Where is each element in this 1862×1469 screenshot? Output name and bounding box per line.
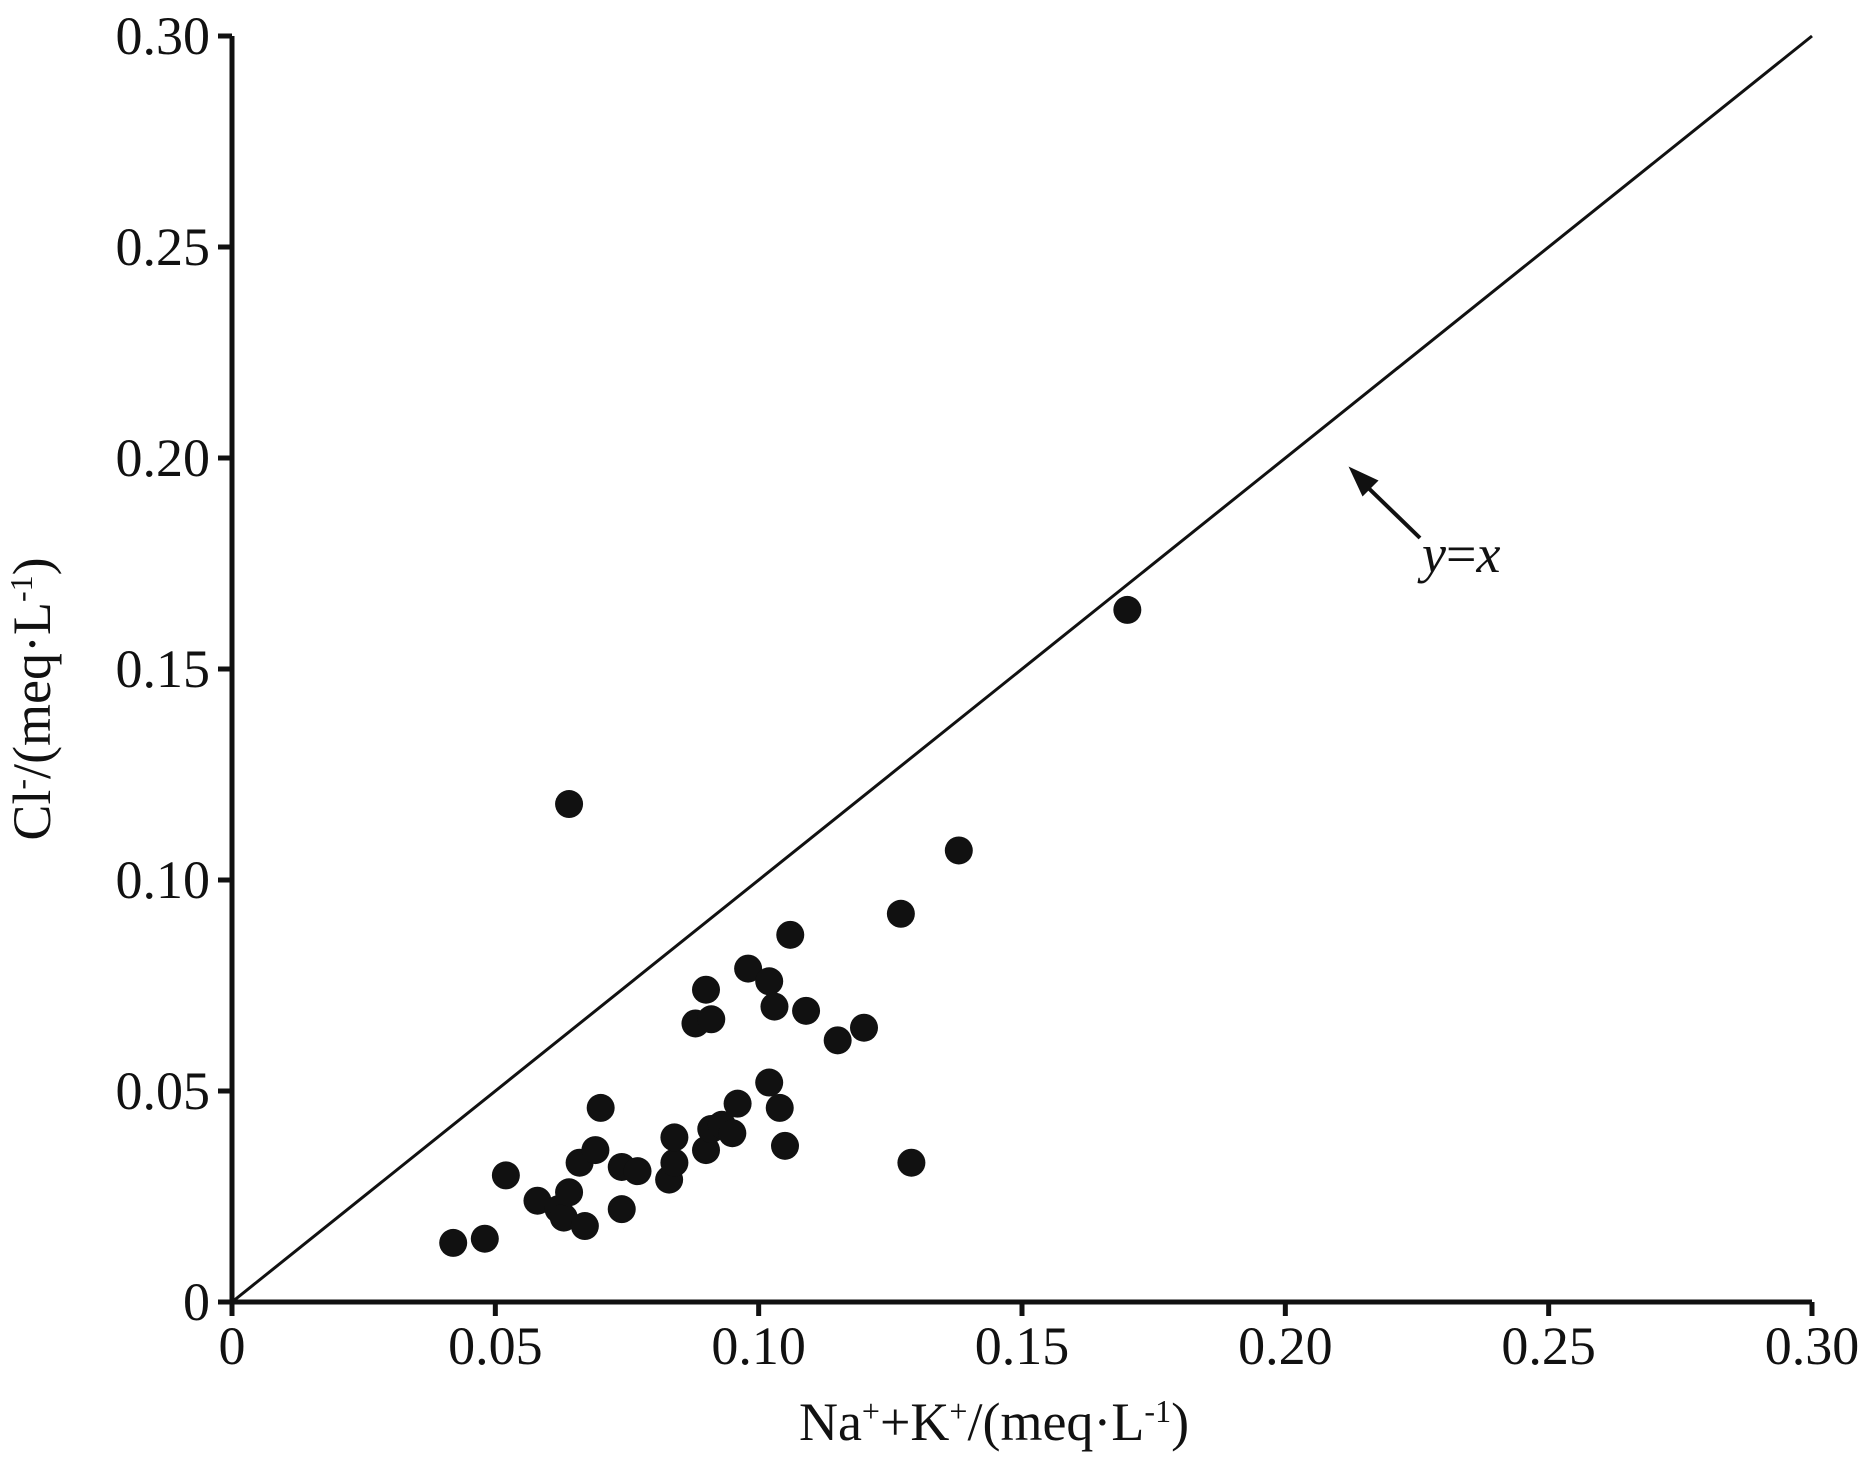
y-tick-label-4: 0.20 [116, 428, 211, 488]
plot-area [231, 34, 1813, 1304]
data-point-1 [470, 1224, 499, 1253]
data-point-27 [755, 967, 784, 996]
data-point-38 [944, 836, 973, 865]
y-tick-label-6: 0.30 [116, 6, 211, 66]
data-point-14 [623, 1157, 652, 1186]
x-axis-title: Na++K+/(meq·L-1) [799, 1392, 1189, 1452]
data-point-21 [692, 1136, 720, 1165]
data-point-34 [823, 1026, 852, 1055]
axis-labels: Na++K+/(meq·L-1) Cl-/(meq·L-1) y=x [2, 466, 1500, 1452]
data-point-32 [776, 920, 805, 949]
data-point-5 [549, 1203, 578, 1232]
y-tick-label-1: 0.05 [116, 1061, 211, 1121]
data-point-9 [570, 1212, 599, 1241]
x-tick-label-3: 0.15 [975, 1316, 1070, 1376]
x-tick-label-5: 0.25 [1501, 1316, 1596, 1376]
data-point-17 [660, 1123, 689, 1152]
data-point-29 [760, 992, 789, 1021]
data-point-12 [607, 1195, 636, 1224]
reference-line [231, 34, 1813, 1304]
annotation-arrowhead [1348, 466, 1379, 497]
x-tick-label-4: 0.20 [1238, 1316, 1333, 1376]
y-axis-title: Cl-/(meq·L-1) [2, 557, 62, 840]
y-tick-label-0: 0 [183, 1272, 210, 1332]
data-point-39 [1113, 595, 1142, 624]
data-point-28 [755, 1068, 784, 1097]
x-tick-label-1: 0.05 [448, 1316, 543, 1376]
data-point-10 [581, 1136, 610, 1165]
data-point-24 [718, 1119, 747, 1148]
axes: 0 0.05 0.10 0.15 0.20 0.25 0.30 0 0.05 0.10 0.15 0.… [116, 6, 1860, 1376]
data-point-20 [697, 1005, 726, 1034]
data-point-37 [897, 1148, 926, 1177]
data-point-7 [555, 790, 584, 819]
x-tick-label-6: 0.30 [1765, 1316, 1860, 1376]
x-tick-label-0: 0 [219, 1316, 246, 1376]
annotation-label: y=x [1417, 524, 1500, 584]
data-point-31 [771, 1131, 799, 1160]
data-point-3 [523, 1186, 552, 1215]
data-point-33 [792, 996, 821, 1025]
y-tick-label-5: 0.25 [116, 217, 211, 277]
data-point-35 [850, 1013, 878, 1042]
data-point-0 [439, 1228, 468, 1257]
data-point-25 [723, 1089, 752, 1118]
data-point-6 [555, 1178, 584, 1207]
y-tick-label-2: 0.10 [116, 850, 211, 910]
data-point-19 [692, 975, 720, 1004]
x-tick-label-2: 0.10 [711, 1316, 806, 1376]
data-point-11 [586, 1093, 615, 1122]
data-point-36 [886, 899, 915, 928]
y-tick-label-3: 0.15 [116, 639, 211, 699]
data-point-16 [660, 1148, 689, 1177]
data-point-2 [491, 1161, 520, 1190]
data-point-30 [765, 1093, 794, 1122]
data-point-26 [734, 954, 763, 983]
